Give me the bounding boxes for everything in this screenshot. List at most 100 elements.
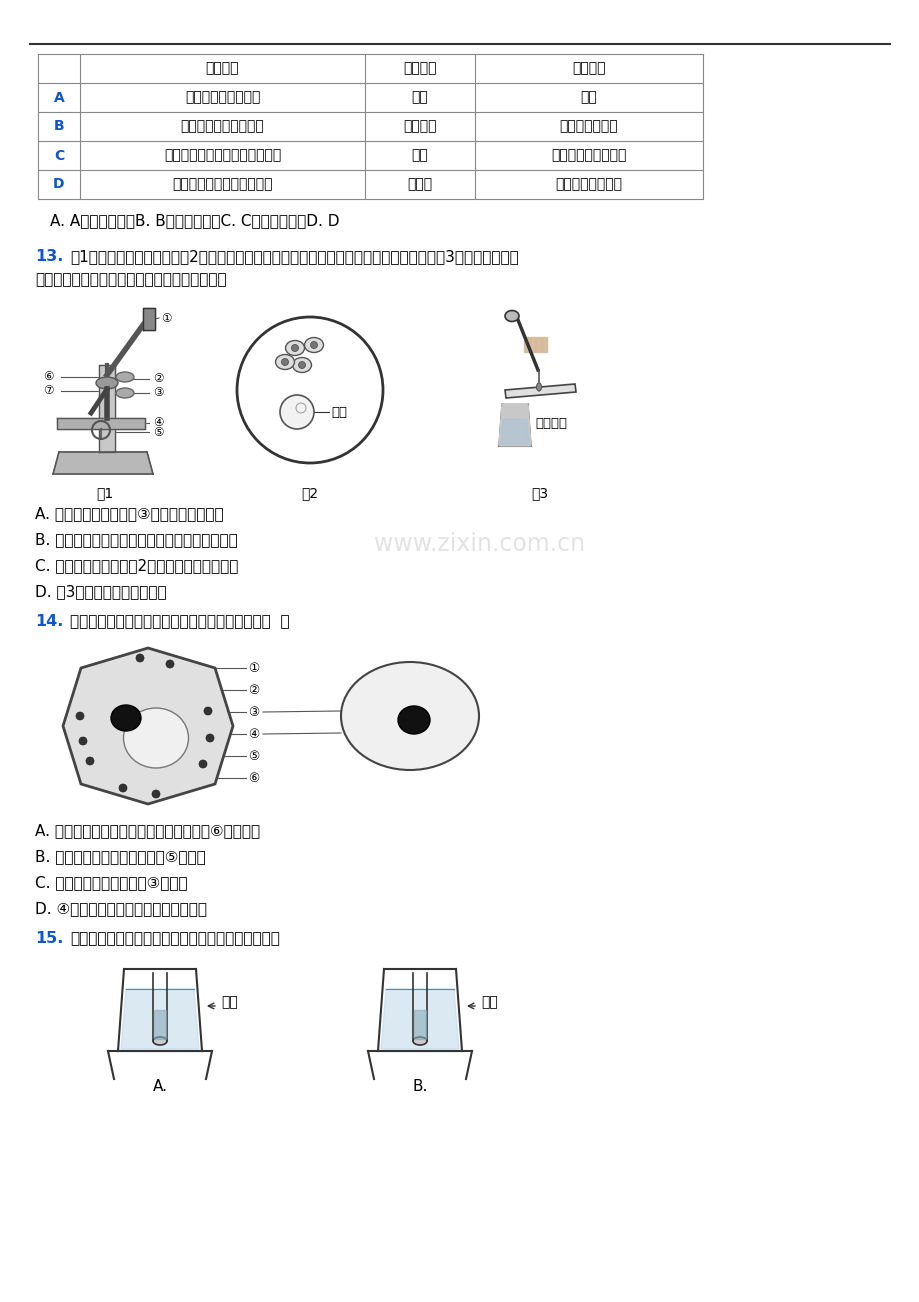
Text: ③: ③ <box>248 706 259 719</box>
Text: C. 向上移动玻片可将图2中的细胞移至视野中央: C. 向上移动玻片可将图2中的细胞移至视野中央 <box>35 559 238 573</box>
Polygon shape <box>505 384 575 398</box>
Polygon shape <box>62 648 233 805</box>
Text: ②: ② <box>248 684 259 697</box>
Text: A. 对光时，可直接转动③，使其对准通光孔: A. 对光时，可直接转动③，使其对准通光孔 <box>35 506 223 521</box>
Text: B. 细胞生命活动的控制中心是⑤细胞核: B. 细胞生命活动的控制中心是⑤细胞核 <box>35 849 206 865</box>
Circle shape <box>119 784 127 792</box>
Ellipse shape <box>123 708 188 768</box>
Ellipse shape <box>505 310 518 322</box>
Circle shape <box>76 712 84 720</box>
Polygon shape <box>524 337 528 352</box>
Text: 酒精: 酒精 <box>221 995 237 1009</box>
Ellipse shape <box>275 354 294 370</box>
Polygon shape <box>529 337 535 352</box>
Polygon shape <box>121 990 199 1049</box>
Circle shape <box>298 362 305 368</box>
Text: ③: ③ <box>153 387 164 400</box>
Circle shape <box>79 737 87 745</box>
Text: C: C <box>54 148 64 163</box>
Ellipse shape <box>116 372 134 381</box>
Ellipse shape <box>116 388 134 398</box>
Text: 酒精: 酒精 <box>411 91 428 104</box>
Text: A. A　　　　　　B. B　　　　　　C. C　　　　　　D. D: A. A B. B C. C D. D <box>50 214 339 228</box>
Ellipse shape <box>153 1036 167 1046</box>
Circle shape <box>85 756 94 766</box>
Polygon shape <box>536 337 540 352</box>
Polygon shape <box>53 452 153 474</box>
Text: 观察人体口腔上皮细胞: 观察人体口腔上皮细胞 <box>180 120 264 134</box>
Text: 观察小鱼尾鳃内血液的流动: 观察小鱼尾鳃内血液的流动 <box>172 177 272 191</box>
Text: 图是动植物细胞结构示意图，下列说法正确的是（  ）: 图是动植物细胞结构示意图，下列说法正确的是（ ） <box>70 615 289 629</box>
Text: B: B <box>53 120 64 134</box>
Text: 检验淠粉是否被消化: 检验淠粉是否被消化 <box>550 148 626 163</box>
Circle shape <box>279 395 313 428</box>
Text: A: A <box>53 91 64 104</box>
Text: ②: ② <box>153 372 164 385</box>
Circle shape <box>136 654 144 661</box>
Text: 气泡: 气泡 <box>331 405 346 418</box>
Text: C. 控制物质进出的结构是③细胞壁: C. 控制物质进出的结构是③细胞壁 <box>35 875 187 891</box>
Text: D. ④是线粒体，是呼吸作用进行的场所: D. ④是线粒体，是呼吸作用进行的场所 <box>35 901 207 917</box>
Text: 湿棉絮: 湿棉絮 <box>407 177 432 191</box>
Text: 碗液: 碗液 <box>411 148 428 163</box>
Circle shape <box>206 734 214 742</box>
Text: B.: B. <box>412 1079 427 1094</box>
Polygon shape <box>414 1010 425 1039</box>
Text: 使用目的: 使用目的 <box>572 61 605 76</box>
Text: ⑦: ⑦ <box>43 384 53 397</box>
Text: 图2: 图2 <box>301 486 318 500</box>
Text: 图3: 图3 <box>531 486 548 500</box>
Polygon shape <box>541 337 547 352</box>
Text: ⑤: ⑤ <box>248 750 259 763</box>
Polygon shape <box>99 365 115 452</box>
Polygon shape <box>380 990 459 1049</box>
Text: D. 图3滴加的液体是生理盐水: D. 图3滴加的液体是生理盐水 <box>35 585 166 599</box>
Text: 实验材料: 实验材料 <box>403 61 437 76</box>
Text: ①: ① <box>161 311 171 324</box>
Ellipse shape <box>341 661 479 769</box>
Text: ⑤: ⑤ <box>153 426 164 439</box>
Text: 13.: 13. <box>35 249 63 264</box>
Text: www.zixin.com.cn: www.zixin.com.cn <box>374 533 584 556</box>
Ellipse shape <box>398 706 429 734</box>
Text: 图1: 图1 <box>96 486 114 500</box>
Text: B. 视野中出现气泡可能是盖盖玻璃片时操作不当: B. 视野中出现气泡可能是盖盖玻璃片时操作不当 <box>35 533 237 547</box>
Text: 清水: 清水 <box>481 995 497 1009</box>
Circle shape <box>165 660 174 668</box>
Text: 探究食物在口腔内的化学性消化: 探究食物在口腔内的化学性消化 <box>164 148 281 163</box>
Text: 保持小鱼正常呼吸: 保持小鱼正常呼吸 <box>555 177 622 191</box>
Circle shape <box>291 345 298 352</box>
Ellipse shape <box>536 383 541 391</box>
Polygon shape <box>501 419 528 444</box>
Text: 滴加液体: 滴加液体 <box>535 417 566 430</box>
Circle shape <box>281 358 289 366</box>
Text: 实验名称: 实验名称 <box>206 61 239 76</box>
Text: ①: ① <box>248 661 259 674</box>
Text: 为细胞提供营养: 为细胞提供营养 <box>559 120 618 134</box>
Ellipse shape <box>285 341 304 355</box>
Text: A. 西瓜中含有大量糖分，这些糖分存在于⑥细胞质内: A. 西瓜中含有大量糖分，这些糖分存在于⑥细胞质内 <box>35 823 260 838</box>
Text: ⑥: ⑥ <box>248 772 259 785</box>
Text: 下列关于隔水加热的实验装置中，正确的是（　　）: 下列关于隔水加热的实验装置中，正确的是（ ） <box>70 931 279 947</box>
Text: 脱色: 脱色 <box>580 91 596 104</box>
Circle shape <box>311 341 317 349</box>
Ellipse shape <box>111 704 141 730</box>
Polygon shape <box>498 404 530 447</box>
Polygon shape <box>57 418 145 428</box>
Ellipse shape <box>413 1036 426 1046</box>
Circle shape <box>204 707 211 715</box>
Circle shape <box>199 760 207 768</box>
Text: 其中一个操作步骤下列叙述不正确的是（　　）: 其中一个操作步骤下列叙述不正确的是（ ） <box>35 272 226 286</box>
Ellipse shape <box>96 378 118 389</box>
Ellipse shape <box>304 337 323 353</box>
Text: 图1为显微镜结构示意图，图2表示用显微镜观察人口腔上皮细胞临时装片时看到的视野，图3是实验过程中的: 图1为显微镜结构示意图，图2表示用显微镜观察人口腔上皮细胞临时装片时看到的视野，… <box>70 249 518 264</box>
Text: ⑥: ⑥ <box>43 371 53 384</box>
Text: 生理盐水: 生理盐水 <box>403 120 437 134</box>
Ellipse shape <box>292 358 312 372</box>
Text: ④: ④ <box>248 728 259 741</box>
Polygon shape <box>153 1010 165 1039</box>
Text: 14.: 14. <box>35 615 63 629</box>
Text: A.: A. <box>153 1079 167 1094</box>
Text: 绿叶在光下产生淠粉: 绿叶在光下产生淠粉 <box>185 91 260 104</box>
Circle shape <box>152 790 160 798</box>
